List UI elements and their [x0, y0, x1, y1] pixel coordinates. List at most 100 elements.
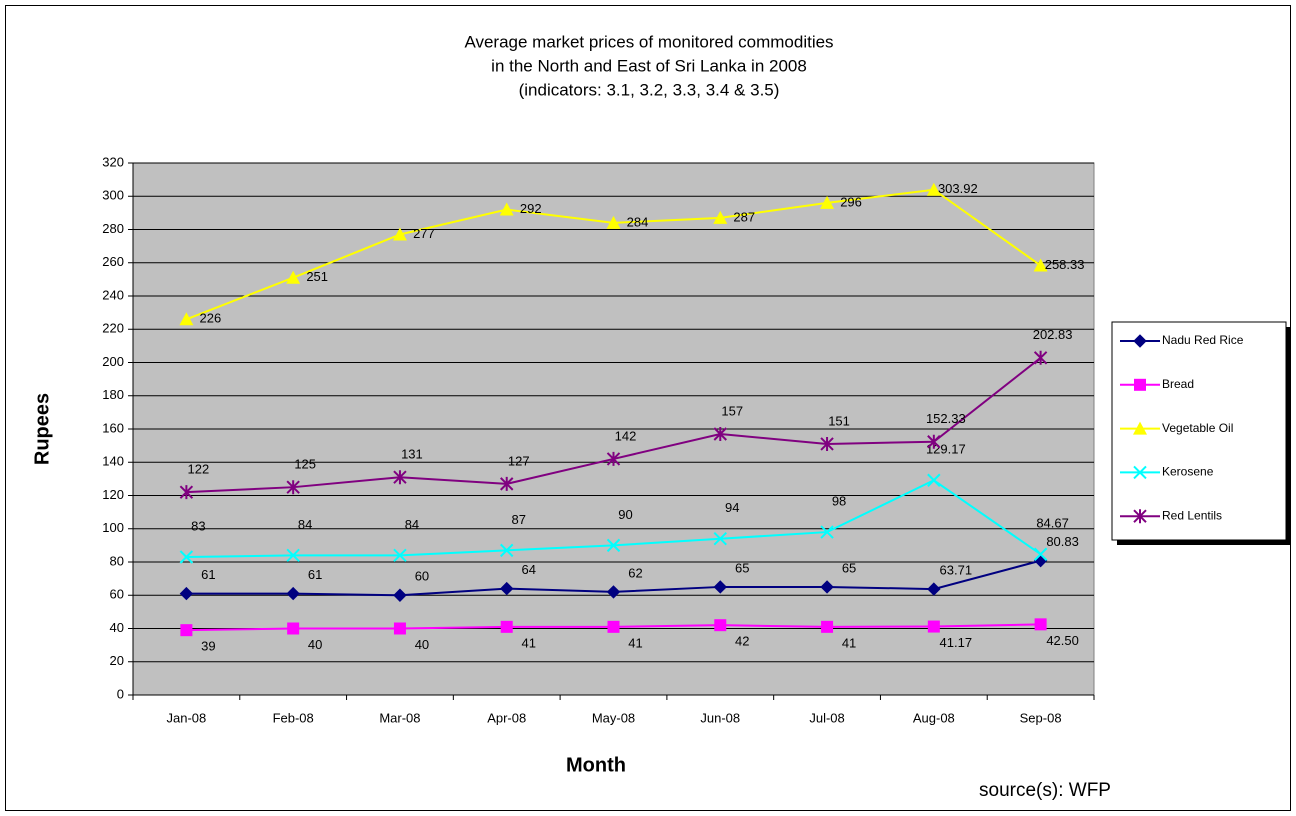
data-point: [286, 548, 300, 563]
x-tick-label: Aug-08: [913, 710, 955, 725]
y-tick-label: 300: [102, 188, 124, 203]
source-note: source(s): WFP: [979, 780, 1111, 801]
chart-title: in the North and East of Sri Lanka in 20…: [491, 56, 807, 75]
data-point: [1033, 258, 1048, 272]
x-tick-label: Mar-08: [379, 710, 420, 725]
data-point: [713, 580, 727, 594]
y-tick-label: 240: [102, 287, 124, 302]
data-point: [500, 476, 514, 491]
data-label: 287: [733, 209, 755, 224]
data-label: 202.83: [1033, 327, 1073, 342]
data-label: 258.33: [1045, 257, 1085, 272]
data-point: [500, 620, 513, 633]
chart-title: Average market prices of monitored commo…: [464, 32, 833, 51]
data-label: 84.67: [1036, 516, 1069, 531]
data-point: [606, 215, 621, 229]
y-tick-label: 0: [117, 686, 124, 701]
data-label: 40: [308, 637, 322, 652]
data-label: 152.33: [926, 411, 966, 426]
y-tick-label: 100: [102, 520, 124, 535]
data-point: [607, 620, 620, 633]
y-tick-label: 60: [110, 587, 124, 602]
y-axis-label: Rupees: [31, 393, 53, 465]
chart-title: (indicators: 3.1, 3.2, 3.3, 3.4 & 3.5): [519, 80, 780, 99]
data-label: 64: [521, 562, 535, 577]
data-point: [606, 451, 621, 466]
data-label: 131: [401, 447, 423, 462]
data-point: [286, 480, 300, 495]
data-label: 65: [735, 560, 749, 575]
data-label: 60: [415, 569, 429, 584]
data-label: 125: [294, 457, 316, 472]
data-point: [393, 548, 407, 563]
data-label: 127: [508, 453, 530, 468]
data-point: [714, 619, 727, 632]
y-tick-label: 320: [102, 154, 124, 169]
y-tick-label: 220: [102, 321, 124, 336]
x-tick-label: May-08: [592, 710, 635, 725]
data-label: 41.17: [940, 635, 973, 650]
data-label: 303.92: [938, 181, 978, 196]
data-point: [927, 434, 941, 449]
data-label: 84: [405, 517, 419, 532]
data-point: [393, 588, 407, 602]
y-tick-label: 80: [110, 553, 124, 568]
data-point: [926, 182, 941, 196]
data-label: 42: [735, 634, 749, 649]
data-point: [606, 538, 621, 553]
y-tick-label: 40: [110, 620, 124, 635]
x-tick-label: Apr-08: [487, 710, 526, 725]
data-label: 61: [201, 567, 215, 582]
data-point: [500, 581, 514, 596]
data-point: [286, 270, 301, 284]
legend-label: Red Lentils: [1162, 508, 1222, 522]
data-label: 122: [188, 462, 210, 477]
data-point: [1033, 350, 1048, 365]
legend-label: Bread: [1162, 377, 1194, 391]
data-point: [1033, 547, 1048, 561]
data-label: 87: [511, 512, 525, 527]
legend-marker: [1133, 465, 1147, 480]
data-point: [821, 620, 834, 633]
data-point: [820, 525, 834, 539]
data-label: 94: [725, 500, 739, 515]
data-point: [820, 195, 835, 209]
data-point: [820, 580, 834, 594]
x-tick-label: Jul-08: [809, 710, 844, 725]
data-label: 83: [191, 518, 205, 533]
data-label: 41: [842, 635, 856, 650]
data-point: [500, 543, 514, 558]
x-tick-label: Jun-08: [700, 710, 740, 725]
data-label: 98: [832, 494, 846, 509]
data-label: 63.71: [940, 563, 973, 578]
data-point: [179, 485, 194, 500]
data-label: 65: [842, 560, 856, 575]
data-label: 129.17: [926, 442, 966, 457]
data-point: [927, 473, 941, 487]
data-point: [820, 436, 834, 451]
data-point: [180, 624, 193, 637]
legend-label: Kerosene: [1162, 465, 1214, 479]
data-point: [927, 620, 940, 633]
y-tick-label: 160: [102, 420, 124, 435]
data-label: 41: [628, 635, 642, 650]
data-label: 151: [828, 413, 850, 428]
data-label: 42.50: [1046, 633, 1079, 648]
data-label: 90: [618, 507, 632, 522]
legend-marker: [1133, 334, 1147, 348]
data-point: [927, 582, 941, 596]
legend-label: Nadu Red Rice: [1162, 333, 1244, 347]
data-point: [179, 312, 194, 326]
x-tick-label: Jan-08: [167, 710, 207, 725]
data-label: 142: [615, 428, 637, 443]
y-tick-label: 20: [110, 653, 124, 668]
data-label: 277: [413, 226, 435, 241]
data-point: [1034, 618, 1047, 631]
data-label: 296: [840, 194, 862, 209]
data-label: 284: [627, 214, 649, 229]
data-point: [499, 202, 514, 216]
data-label: 39: [201, 639, 215, 654]
data-point: [713, 532, 727, 546]
y-tick-label: 180: [102, 387, 124, 402]
